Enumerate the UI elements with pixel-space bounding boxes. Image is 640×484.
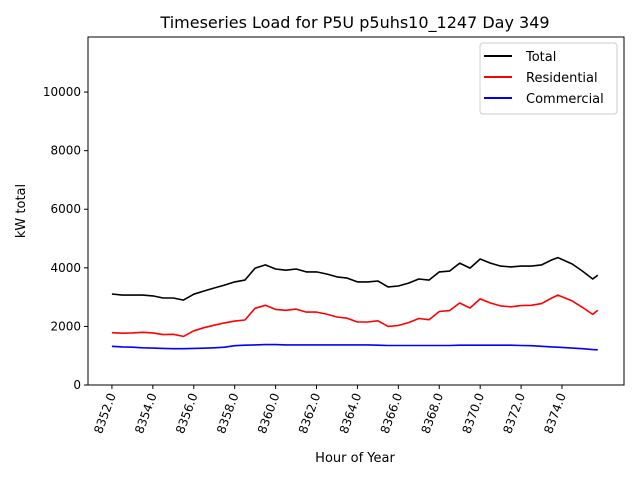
tick-layer: 8352.0 8354.0 8356.0 8358.0 8360.0 8362.0 8364… <box>43 85 569 435</box>
y-axis-label: kW total <box>14 184 29 238</box>
x-tick-label: 8354.0 <box>132 391 160 435</box>
y-tick-label: 0 <box>73 378 81 392</box>
x-tick-label: 8370.0 <box>459 391 487 435</box>
x-tick-label: 8374.0 <box>541 391 569 435</box>
x-tick-label: 8362.0 <box>296 391 324 435</box>
legend-label-residential: Residential <box>526 71 598 86</box>
x-tick-label: 8368.0 <box>419 391 447 435</box>
legend-box <box>479 42 618 115</box>
y-tick-label: 8000 <box>50 144 81 158</box>
x-tick-label: 8372.0 <box>500 391 528 435</box>
legend-label-total: Total <box>525 50 556 65</box>
y-tick-label: 2000 <box>50 319 81 333</box>
x-tick-label: 8352.0 <box>91 391 119 435</box>
series-layer <box>111 256 599 351</box>
series-line-total <box>111 256 599 301</box>
x-tick-label: 8364.0 <box>337 391 365 435</box>
legend: Total Residential Commercial <box>479 42 618 115</box>
chart-title: Timeseries Load for P5U p5uhs10_1247 Day… <box>159 13 549 33</box>
x-tick-label: 8366.0 <box>378 391 406 435</box>
x-axis-label: Hour of Year <box>315 451 395 466</box>
plot-area-frame <box>87 36 625 386</box>
x-tick-label: 8360.0 <box>255 391 283 435</box>
series-line-commercial <box>111 343 598 351</box>
y-tick-label: 10000 <box>43 85 81 99</box>
legend-label-commercial: Commercial <box>526 92 604 107</box>
x-tick-label: 8356.0 <box>173 391 201 435</box>
y-tick-label: 6000 <box>50 202 81 216</box>
y-tick-label: 4000 <box>50 261 81 275</box>
series-line-residential <box>111 294 599 338</box>
x-tick-label: 8358.0 <box>214 391 242 435</box>
